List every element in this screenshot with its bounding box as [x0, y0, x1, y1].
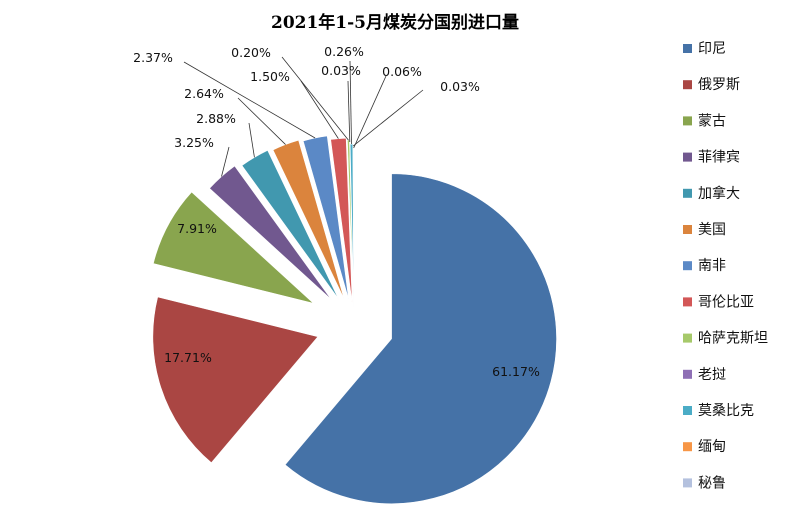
- leader-line-4: [248, 122, 255, 158]
- legend-swatch-8: [683, 333, 692, 343]
- leader-line-9: [347, 80, 351, 143]
- data-label-10: 0.26%: [324, 44, 364, 59]
- pie-slice-6: [302, 135, 350, 300]
- legend-label-12: 秘鲁: [698, 475, 726, 491]
- legend-label-8: 哈萨克斯坦: [698, 331, 768, 347]
- data-label-12: 0.06%: [382, 64, 422, 79]
- legend-swatch-5: [683, 225, 692, 234]
- legend-label-2: 蒙古: [698, 113, 726, 129]
- leader-line-5: [237, 97, 286, 145]
- legend-label-10: 莫桑比克: [698, 403, 754, 419]
- data-label-3: 3.25%: [174, 135, 214, 150]
- chart-title: 2021年1-5月煤炭分国别进口量: [271, 12, 519, 33]
- leader-line-10: [349, 60, 352, 145]
- legend-label-0: 印尼: [698, 41, 726, 57]
- data-label-0: 61.17%: [492, 364, 540, 379]
- data-label-9: 0.03%: [321, 63, 361, 78]
- leader-line-8: [281, 56, 349, 141]
- legend-label-5: 美国: [698, 222, 726, 238]
- legend-swatch-0: [683, 44, 692, 53]
- leader-lines: [183, 56, 424, 177]
- leader-line-3: [221, 146, 230, 177]
- legend-swatch-12: [683, 478, 692, 488]
- legend-swatch-10: [683, 406, 692, 415]
- leader-line-12: [353, 75, 387, 149]
- data-label-1: 17.71%: [164, 350, 212, 365]
- pie-slices: [152, 135, 557, 505]
- legend-label-7: 哥伦比亚: [698, 294, 754, 310]
- legend-swatch-4: [683, 188, 692, 198]
- legend-swatch-7: [683, 297, 692, 307]
- data-label-5: 2.64%: [184, 86, 224, 101]
- legend-label-3: 菲律宾: [698, 150, 740, 166]
- legend-label-6: 南非: [698, 258, 726, 274]
- data-label-7: 1.50%: [250, 69, 290, 84]
- legend-swatch-3: [683, 152, 692, 162]
- legend-label-11: 缅甸: [698, 439, 726, 455]
- pie-slice-2: [152, 191, 314, 304]
- leader-line-7: [300, 80, 339, 139]
- data-label-11: 0.03%: [440, 79, 480, 94]
- pie-slice-0: [284, 173, 557, 505]
- leader-line-6: [183, 61, 316, 139]
- legend-swatch-2: [683, 116, 692, 126]
- legend-swatch-11: [683, 442, 692, 452]
- legend-label-9: 老挝: [698, 367, 726, 383]
- pie-slice-1: [152, 296, 319, 464]
- legend-swatch-1: [683, 80, 692, 90]
- data-label-2: 7.91%: [177, 221, 217, 236]
- data-label-4: 2.88%: [196, 111, 236, 126]
- legend-label-1: 俄罗斯: [698, 77, 740, 93]
- data-label-8: 0.20%: [231, 45, 271, 60]
- pie-slice-5: [272, 139, 345, 299]
- data-labels: 61.17% 17.71% 7.91% 3.25% 2.88% 2.64% 2.37% 1.5…: [133, 44, 540, 379]
- leader-line-11: [352, 89, 424, 147]
- legend-label-4: 加拿大: [698, 185, 740, 202]
- legend-swatch-6: [683, 261, 692, 271]
- pie-slice-3: [209, 165, 332, 300]
- legend-swatch-9: [683, 369, 692, 379]
- data-label-6: 2.37%: [133, 50, 173, 65]
